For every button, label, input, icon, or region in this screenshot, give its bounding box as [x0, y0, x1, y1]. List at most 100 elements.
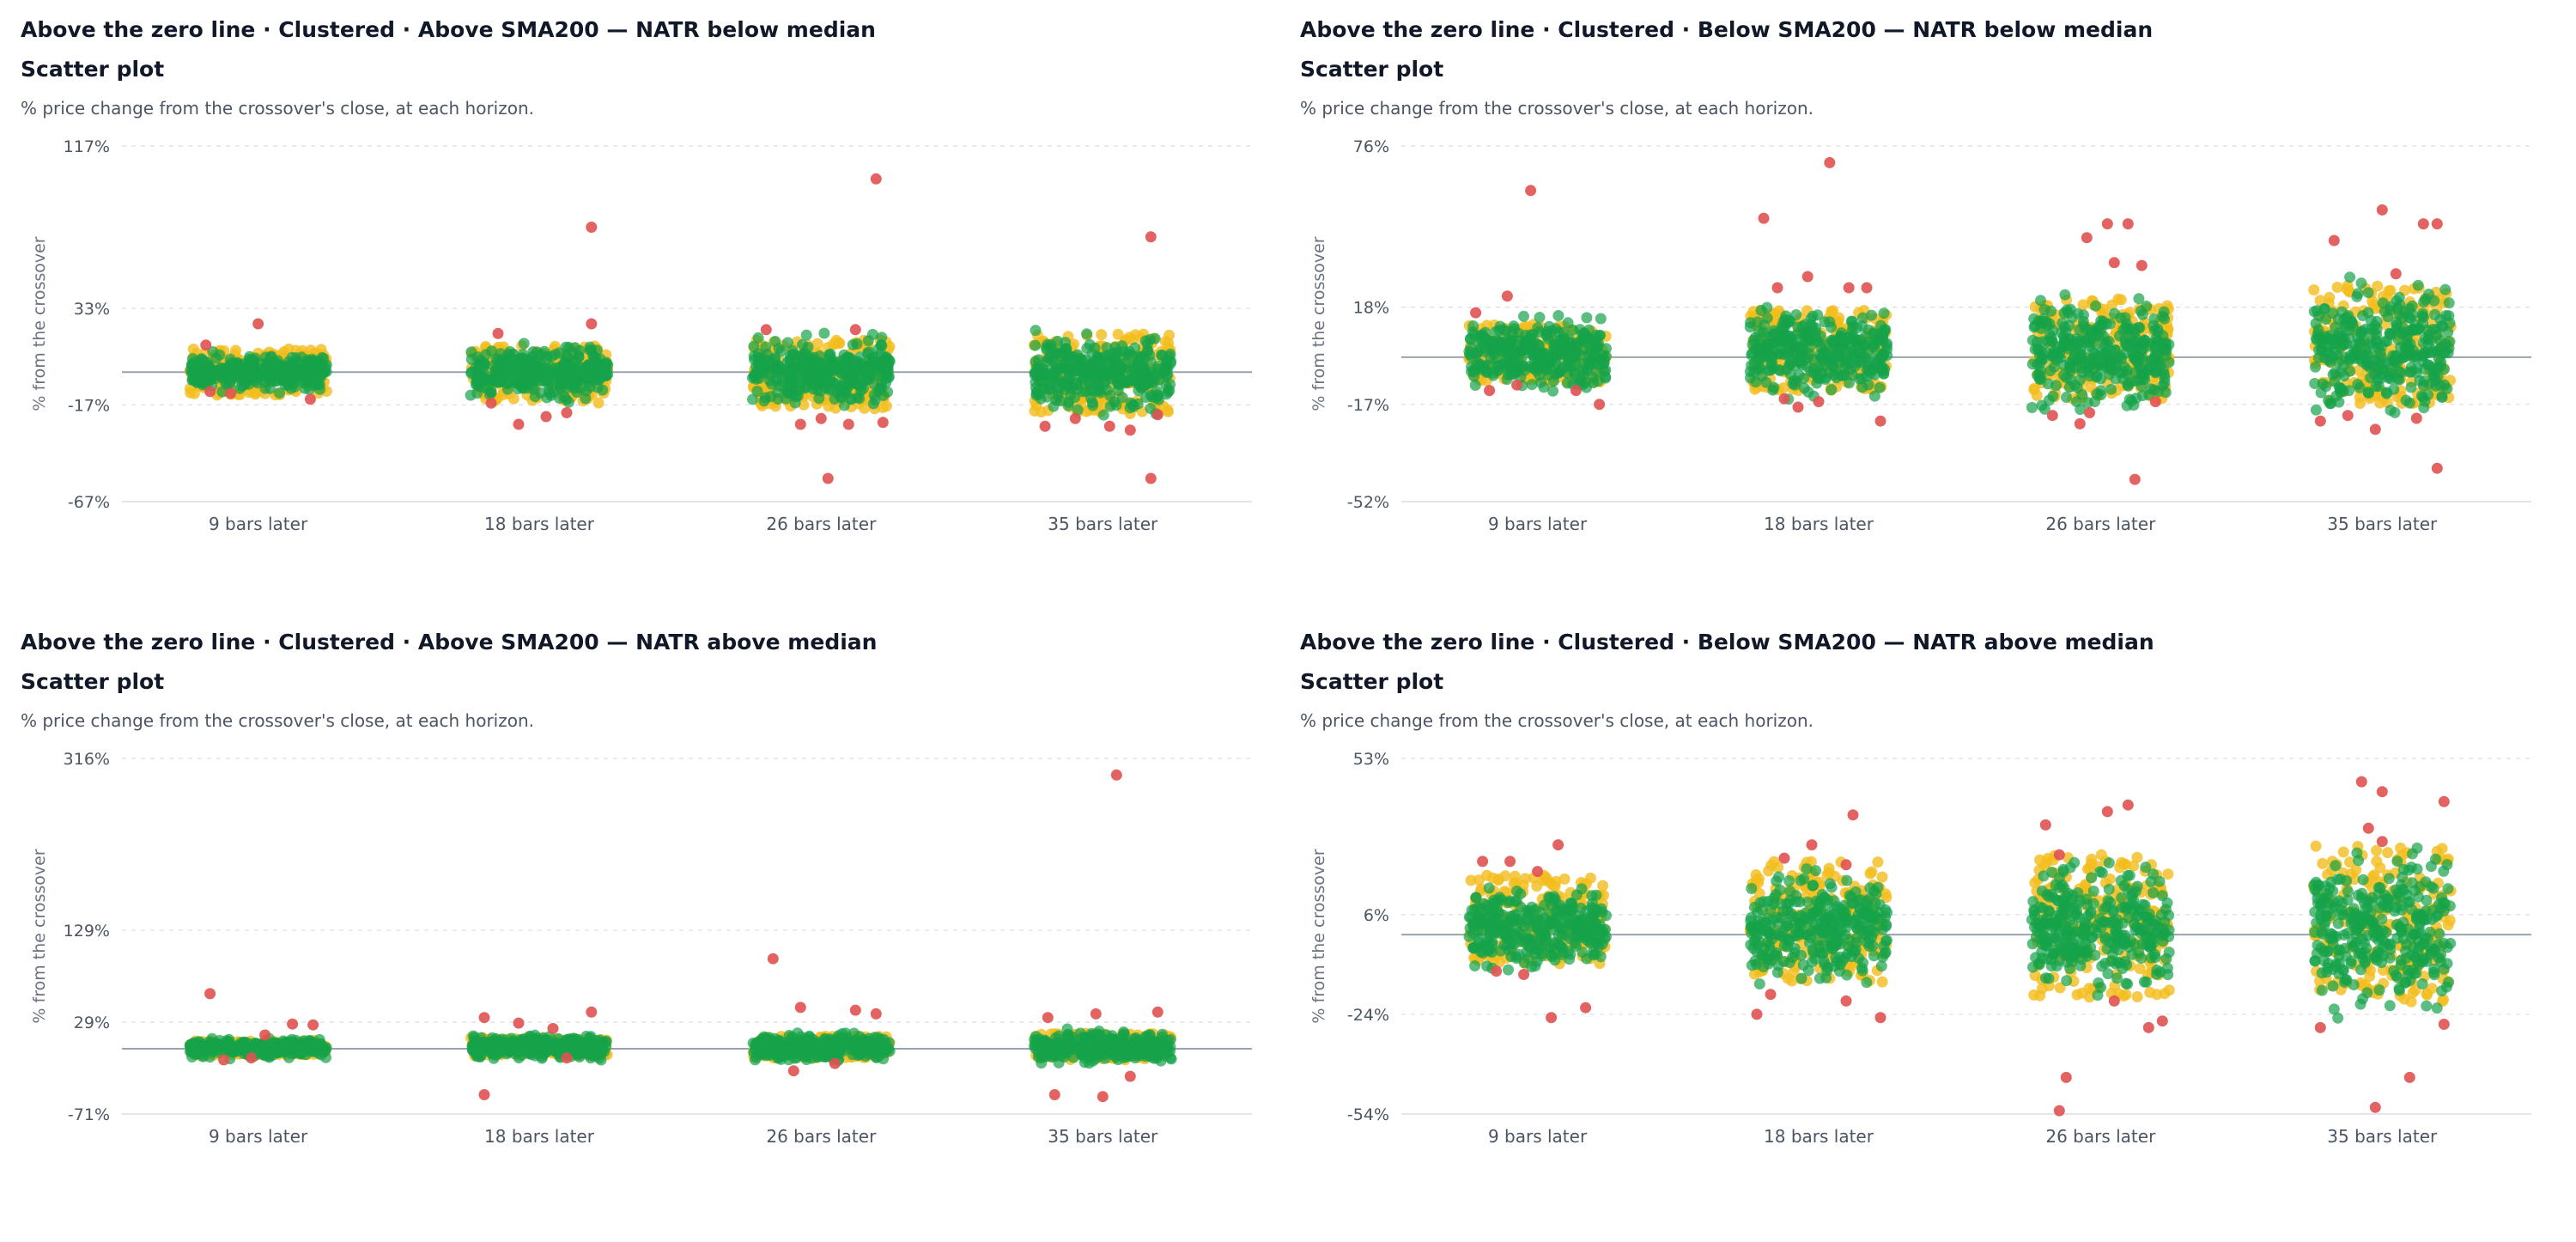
outlier-point: [204, 988, 216, 1000]
data-point: [2042, 336, 2054, 348]
data-point: [1035, 393, 1047, 405]
data-point: [2443, 297, 2455, 309]
data-point: [1581, 365, 1593, 376]
data-point: [1485, 339, 1497, 351]
outlier-point: [794, 418, 806, 430]
data-point: [1132, 374, 1144, 387]
data-point: [2315, 387, 2327, 399]
outlier-point: [2342, 410, 2354, 422]
data-point: [184, 1040, 196, 1052]
y-tick-label: 33%: [74, 300, 110, 319]
data-point: [2417, 380, 2429, 392]
chart-subtitle: Scatter plot: [21, 57, 165, 82]
data-point: [1497, 345, 1509, 357]
data-point: [2353, 364, 2365, 376]
data-point: [747, 393, 758, 405]
data-point: [1063, 396, 1075, 408]
data-point: [2032, 343, 2044, 355]
data-point: [1081, 328, 1093, 340]
data-point: [1787, 378, 1799, 390]
outlier-point: [2417, 218, 2429, 230]
data-point: [1102, 356, 1114, 368]
data-point: [2347, 318, 2359, 330]
data-point: [774, 365, 786, 377]
chart-panel-top-right: Above the zero line · Clustered · Below …: [1300, 0, 2576, 601]
data-point: [495, 356, 507, 368]
data-point: [1868, 363, 1880, 375]
data-point: [2366, 338, 2379, 350]
data-point: [1856, 381, 1868, 393]
data-point: [838, 399, 850, 411]
data-point: [517, 365, 528, 377]
data-point: [2136, 370, 2148, 382]
data-point: [315, 359, 327, 371]
data-point: [2122, 322, 2134, 334]
data-point: [214, 349, 226, 361]
y-tick-label: 76%: [1353, 137, 1389, 156]
data-point: [1163, 329, 1176, 341]
data-point: [197, 1050, 209, 1062]
data-point: [580, 393, 592, 405]
data-point: [869, 394, 881, 406]
outlier-point: [204, 386, 216, 398]
data-point: [1766, 356, 1778, 368]
data-point: [1757, 326, 1769, 338]
data-point: [1072, 362, 1084, 374]
data-point: [1076, 386, 1088, 398]
x-tick-label: 26 bars later: [766, 514, 877, 534]
data-point: [2098, 331, 2110, 343]
data-point: [1589, 345, 1601, 357]
data-point: [2318, 303, 2330, 315]
data-point: [2368, 368, 2380, 381]
data-point: [1122, 374, 1134, 387]
data-point: [1862, 336, 1874, 348]
data-point: [1067, 351, 1079, 363]
data-point: [2133, 293, 2145, 305]
data-point: [2360, 355, 2372, 367]
data-point: [2061, 392, 2072, 403]
data-point: [2070, 333, 2082, 345]
data-point: [2100, 318, 2112, 330]
data-point: [1060, 373, 1072, 385]
outlier-point: [2431, 218, 2443, 230]
data-point: [2057, 338, 2069, 350]
data-point: [231, 368, 243, 381]
data-point: [852, 379, 864, 391]
data-point: [2407, 324, 2419, 336]
data-point: [1775, 330, 1787, 342]
data-point: [800, 329, 812, 341]
data-point: [2391, 356, 2403, 368]
data-point: [1464, 349, 1476, 361]
outlier-point: [259, 1029, 271, 1041]
outlier-point: [246, 1052, 258, 1064]
data-point: [1875, 350, 1887, 362]
data-point: [1142, 376, 1154, 388]
category-points: [184, 988, 332, 1066]
data-point: [2115, 312, 2127, 324]
data-point: [1753, 362, 1765, 374]
data-point: [1781, 364, 1793, 375]
chart-title: Above the zero line · Clustered · Above …: [21, 17, 876, 42]
data-point: [1030, 339, 1042, 351]
data-point: [2310, 404, 2322, 416]
data-point: [253, 364, 265, 376]
data-point: [1850, 351, 1861, 363]
data-point: [2405, 381, 2417, 393]
data-point: [1126, 360, 1138, 372]
data-point: [1600, 371, 1611, 383]
data-point: [2327, 307, 2339, 320]
data-point: [2091, 370, 2103, 382]
data-point: [1124, 402, 1136, 414]
data-point: [1469, 380, 1481, 391]
data-point: [235, 1042, 247, 1054]
data-point: [2428, 295, 2440, 307]
data-point: [1577, 329, 1589, 341]
outlier-point: [1594, 399, 1606, 411]
data-point: [2403, 342, 2415, 354]
data-point: [1877, 331, 1888, 343]
data-point: [1790, 309, 1802, 320]
data-point: [559, 356, 570, 368]
data-point: [1547, 385, 1558, 397]
data-point: [2075, 348, 2087, 360]
data-point: [1501, 362, 1513, 374]
